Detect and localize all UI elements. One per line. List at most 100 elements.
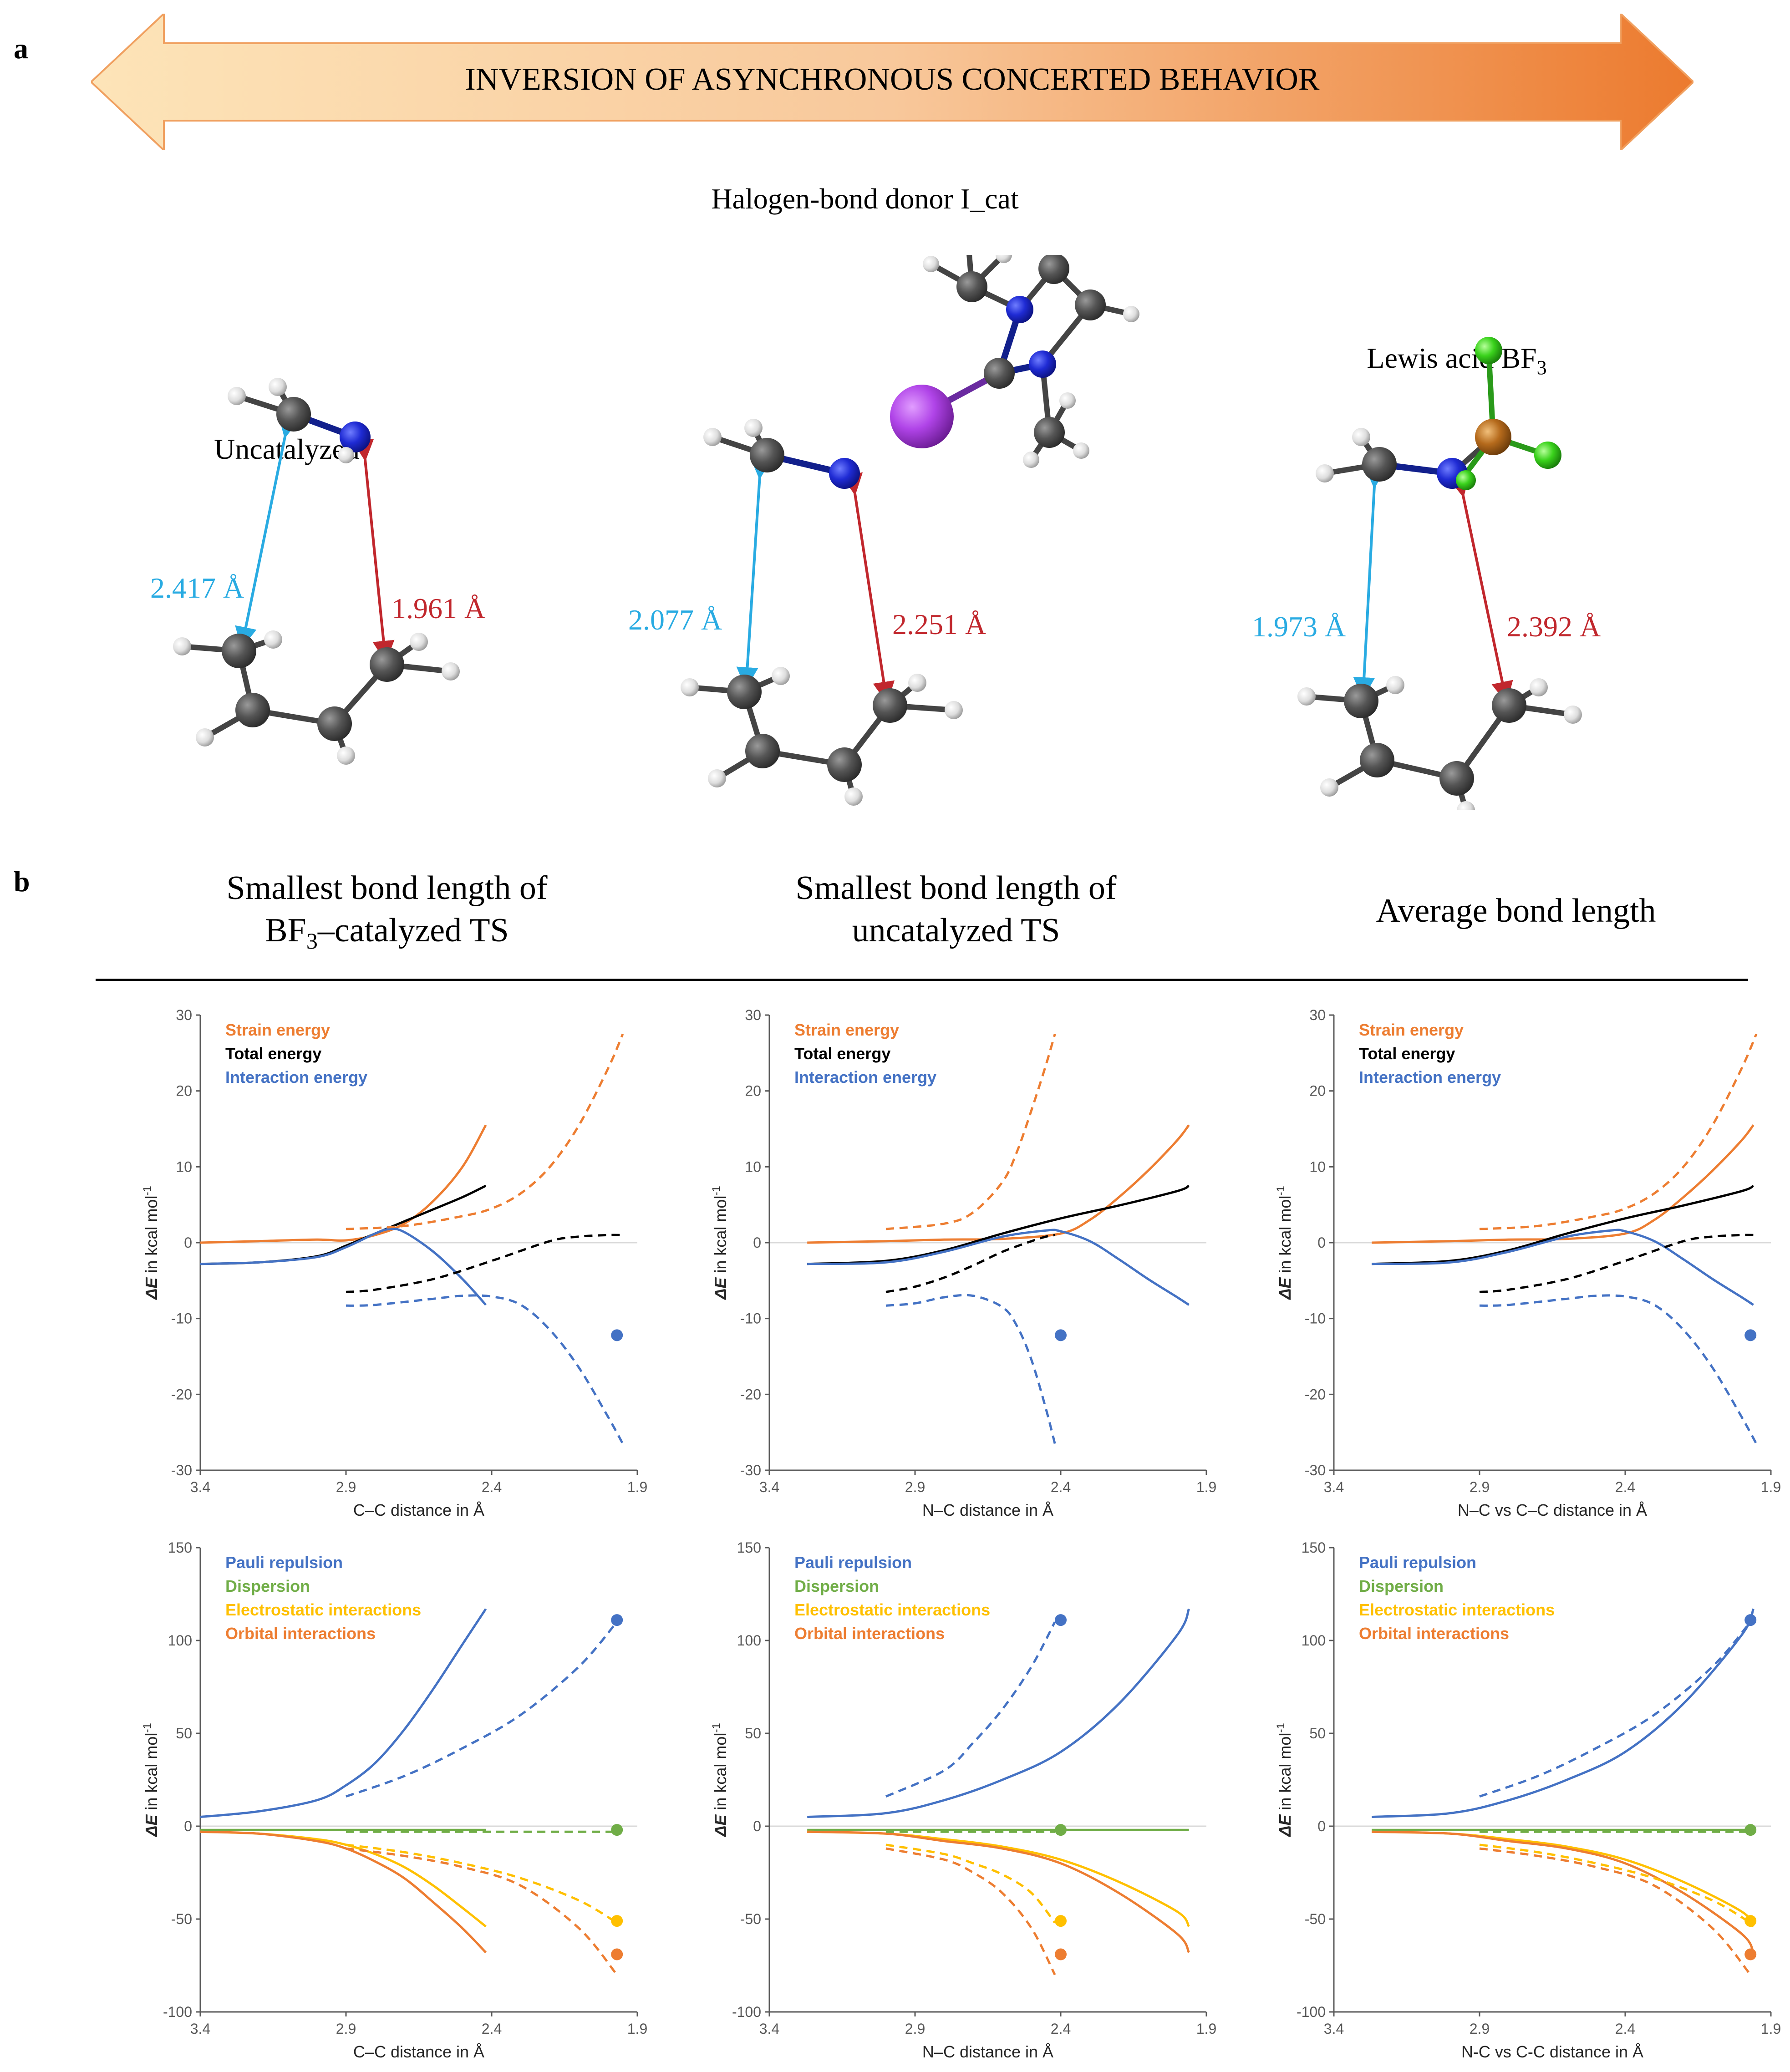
series-total-energy-dashed (1479, 1234, 1757, 1293)
y-tick-label: -30 (1305, 1462, 1326, 1478)
x-axis-label: N–C vs C–C distance in Å (1458, 1501, 1647, 1519)
point-dispersion (1744, 1824, 1757, 1836)
inversion-arrow (91, 14, 1693, 150)
legend-total-energy: Total energy (1359, 1044, 1455, 1063)
series-total-energy-solid (200, 1184, 487, 1265)
catalyst-label-lewis: Lewis acid BF3 (1367, 342, 1547, 379)
x-tick-label: 2.9 (1470, 2021, 1490, 2037)
y-tick-label: 0 (184, 1818, 192, 1834)
y-tick-label: -50 (171, 1911, 192, 1927)
legend-total-energy: Total energy (794, 1044, 890, 1063)
y-tick-label: 30 (745, 1007, 761, 1023)
legend-strain-energy: Strain energy (225, 1021, 330, 1039)
legend-orbital-interactions: Orbital interactions (794, 1624, 945, 1643)
x-tick-label: 2.9 (1470, 1479, 1490, 1495)
legend-electrostatic-interactions: Electrostatic interactions (1359, 1600, 1555, 1619)
legend-interaction-energy: Interaction energy (225, 1068, 367, 1087)
arrow-label: INVERSION OF ASYNCHRONOUS CONCERTED BEHA… (465, 62, 1320, 97)
y-tick-label: 10 (745, 1158, 761, 1175)
x-tick-label: 2.9 (905, 1479, 925, 1495)
x-tick-label: 1.9 (627, 1479, 647, 1495)
series-interaction-energy-solid (200, 1228, 487, 1306)
legend-total-energy: Total energy (225, 1044, 321, 1063)
y-tick-label: 30 (176, 1007, 192, 1023)
point-orbital-interactions (1744, 1948, 1757, 1960)
y-tick-label: 100 (1302, 1632, 1326, 1649)
series-pauli-repulsion-dashed (1479, 1621, 1752, 1798)
point-electrostatic-interactions (1055, 1915, 1067, 1927)
x-tick-label: 2.4 (1615, 1479, 1635, 1495)
y-axis-label: ΔE in kcal mol-1 (1275, 1186, 1294, 1300)
y-axis-label: ΔE in kcal mol-1 (141, 1186, 161, 1300)
point-pauli-repulsion (1744, 1614, 1757, 1626)
point-interaction-energy (1055, 1329, 1067, 1341)
molecule-structures (173, 255, 1582, 810)
x-tick-label: 2.4 (482, 1479, 502, 1495)
x-tick-label: 2.9 (905, 2021, 925, 2037)
legend-strain-energy: Strain energy (794, 1021, 899, 1039)
x-tick-label: 1.9 (1761, 2021, 1781, 2037)
point-electrostatic-interactions (611, 1915, 623, 1927)
panel-b-label: b (14, 865, 30, 898)
y-tick-label: 0 (753, 1818, 761, 1834)
series-total-energy-dashed (885, 1234, 1055, 1293)
x-tick-label: 3.4 (1324, 2021, 1344, 2037)
y-axis-label: ΔE in kcal mol-1 (710, 1186, 730, 1300)
y-tick-label: 150 (168, 1539, 192, 1556)
legend-dispersion: Dispersion (225, 1577, 310, 1595)
dist-cc-uncat: 2.417 Å (150, 572, 244, 604)
y-tick-label: -10 (1305, 1310, 1326, 1327)
y-tick-label: 100 (168, 1632, 192, 1649)
dist-nc-halogen: 2.251 Å (892, 608, 987, 640)
y-tick-label: 50 (1309, 1725, 1326, 1742)
series-strain-energy-dashed (885, 1034, 1056, 1230)
series-orbital-interactions-dashed (346, 1847, 618, 1976)
legend-interaction-energy: Interaction energy (794, 1068, 936, 1087)
series-strain-energy-solid (1372, 1124, 1754, 1244)
y-tick-label: -10 (740, 1310, 761, 1327)
divider-line (96, 979, 1748, 981)
y-tick-label: 0 (753, 1234, 761, 1251)
legend-strain-energy: Strain energy (1359, 1021, 1464, 1039)
molecule-halogen (681, 255, 1139, 806)
x-tick-label: 1.9 (1761, 1479, 1781, 1495)
dist-nc-bf3: 2.392 Å (1507, 610, 1601, 643)
x-axis-label: N–C distance in Å (922, 2042, 1053, 2061)
series-strain-energy-solid (807, 1124, 1190, 1244)
point-pauli-repulsion (611, 1614, 623, 1626)
y-tick-label: 50 (176, 1725, 192, 1742)
y-tick-label: 100 (737, 1632, 761, 1649)
y-tick-label: -20 (171, 1386, 192, 1402)
legend-pauli-repulsion: Pauli repulsion (225, 1553, 343, 1572)
chart-top-left: -30 -20 -10 0 10 20 30 3.4 2.9 2.4 1.9 C–C distance… (141, 1007, 647, 1519)
molecule-uncatalyzed (173, 378, 460, 765)
y-tick-label: 50 (745, 1725, 761, 1742)
y-tick-label: 0 (1317, 1818, 1326, 1834)
y-tick-label: 20 (745, 1083, 761, 1099)
y-tick-label: -20 (1305, 1386, 1326, 1402)
series-interaction-energy-dashed (346, 1294, 624, 1444)
series-pauli-repulsion-solid (200, 1608, 487, 1818)
series-interaction-energy-dashed (885, 1294, 1056, 1444)
series-electrostatic-interactions-solid (807, 1830, 1190, 1927)
series-orbital-interactions-solid (807, 1830, 1190, 1953)
x-tick-label: 2.9 (336, 2021, 356, 2037)
series-strain-energy-dashed (1479, 1033, 1758, 1230)
x-tick-label: 3.4 (759, 1479, 779, 1495)
x-tick-label: 2.4 (1615, 2021, 1635, 2037)
y-axis-label: ΔE in kcal mol-1 (710, 1723, 730, 1838)
series-strain-energy-solid (200, 1124, 487, 1244)
point-interaction-energy (611, 1329, 623, 1341)
y-tick-label: 20 (1309, 1083, 1326, 1099)
point-interaction-energy (1744, 1329, 1757, 1341)
series-electrostatic-interactions-dashed (346, 1843, 618, 1924)
series-interaction-energy-solid (1372, 1229, 1754, 1306)
series-total-energy-solid (807, 1184, 1190, 1265)
catalyst-label-halogen: Halogen-bond donor I_cat (711, 183, 1019, 215)
series-electrostatic-interactions-solid (1372, 1830, 1754, 1927)
legend-electrostatic-interactions: Electrostatic interactions (794, 1600, 990, 1619)
y-tick-label: -30 (171, 1462, 192, 1478)
point-dispersion (611, 1824, 623, 1836)
chart-bottom-middle: -100 -50 0 50 100 150 3.4 2.9 2.4 1.9 N–C distance… (710, 1539, 1216, 2061)
panel-a-label: a (14, 32, 28, 65)
